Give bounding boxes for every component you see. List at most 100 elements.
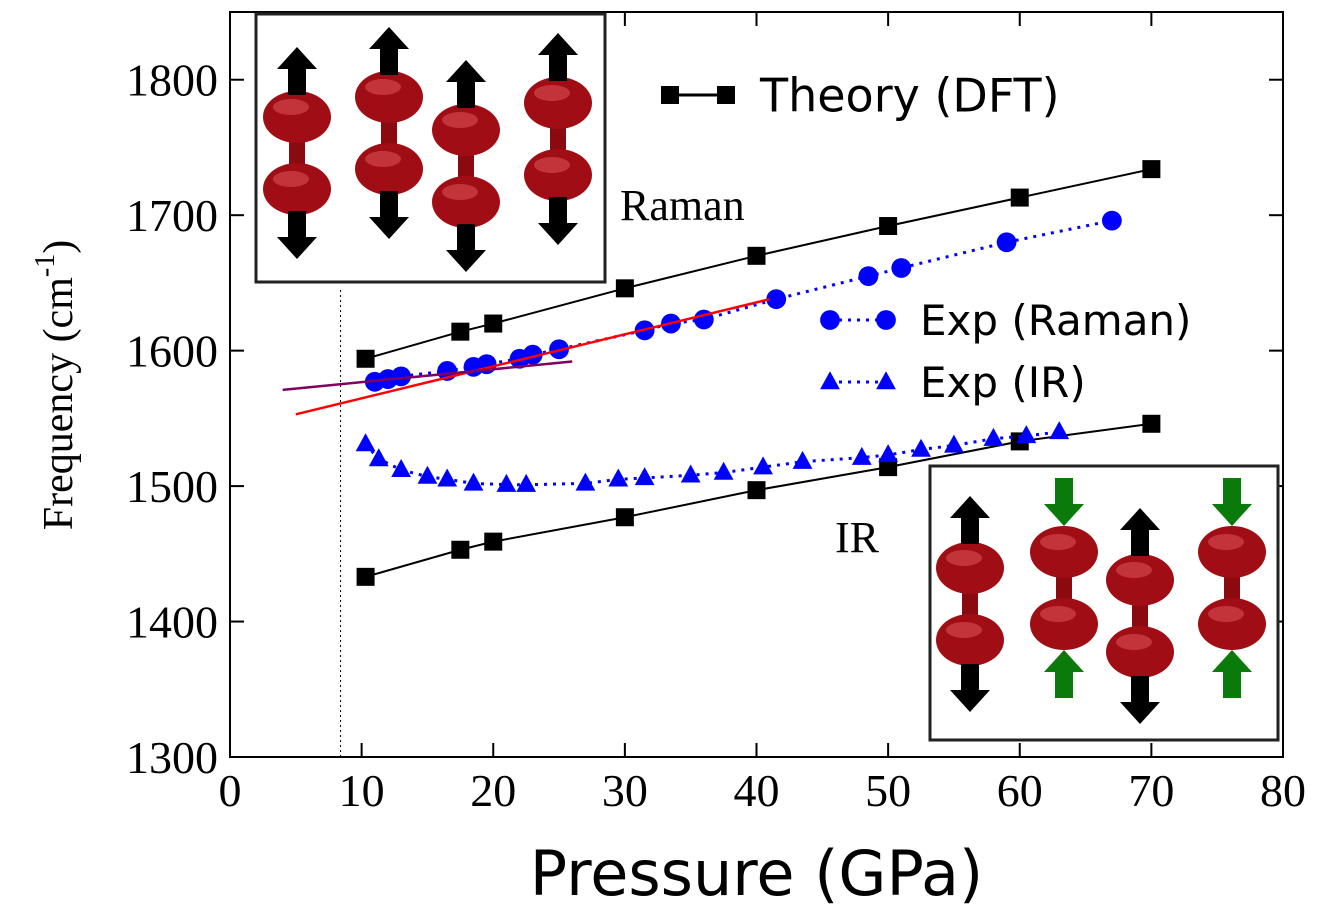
marker-square bbox=[356, 349, 375, 368]
marker-square bbox=[615, 508, 634, 527]
marker-square bbox=[1142, 160, 1161, 179]
marker-circle bbox=[858, 266, 879, 287]
arrow bbox=[369, 27, 409, 75]
marker-square bbox=[484, 532, 503, 551]
marker-circle bbox=[996, 232, 1017, 253]
y-axis-label-sup: -1 bbox=[30, 254, 61, 277]
marker-triangle bbox=[463, 472, 484, 491]
marker-circle bbox=[391, 366, 412, 387]
atom bbox=[432, 104, 500, 156]
marker-triangle bbox=[878, 444, 899, 463]
marker-square bbox=[356, 567, 375, 586]
y-tick-label: 1500 bbox=[126, 461, 218, 512]
atom-highlight bbox=[365, 79, 401, 95]
atom bbox=[355, 143, 423, 195]
arrow bbox=[1120, 676, 1160, 724]
atom bbox=[936, 542, 1004, 594]
atom-highlight bbox=[1040, 606, 1076, 622]
marker-triangle bbox=[911, 438, 931, 457]
atom-highlight bbox=[1116, 562, 1152, 578]
marker-circle bbox=[891, 258, 912, 278]
marker-triangle bbox=[575, 472, 596, 491]
marker-square bbox=[879, 458, 898, 477]
marker-square bbox=[1142, 414, 1161, 433]
atom-highlight bbox=[1208, 606, 1244, 622]
marker-triangle bbox=[1016, 425, 1037, 444]
x-tick-label: 80 bbox=[1260, 765, 1306, 816]
arrow bbox=[446, 60, 486, 108]
x-tick-label: 40 bbox=[734, 765, 780, 816]
marker-triangle bbox=[983, 427, 1004, 446]
atom bbox=[936, 614, 1004, 666]
marker-square bbox=[879, 217, 898, 236]
marker-square bbox=[1010, 188, 1029, 207]
marker-triangle bbox=[851, 446, 872, 465]
arrow bbox=[1212, 478, 1252, 526]
atom bbox=[1198, 526, 1266, 578]
marker-circle bbox=[522, 344, 543, 365]
atom-highlight bbox=[365, 151, 401, 167]
marker-triangle bbox=[944, 434, 964, 453]
marker-square bbox=[747, 246, 766, 265]
atom-highlight bbox=[1116, 634, 1152, 650]
atom bbox=[355, 71, 423, 123]
marker-triangle bbox=[713, 461, 734, 480]
atom-highlight bbox=[534, 85, 570, 101]
x-tick-label: 10 bbox=[339, 765, 385, 816]
y-axis-label: Frequency (cm-1) bbox=[30, 240, 82, 530]
atom bbox=[1198, 598, 1266, 650]
marker-circle bbox=[820, 310, 840, 330]
arrow bbox=[369, 191, 409, 239]
marker-triangle bbox=[792, 450, 813, 469]
x-axis-label: Pressure (GPa) bbox=[530, 837, 983, 910]
marker-triangle bbox=[355, 433, 376, 452]
atom-highlight bbox=[442, 184, 478, 200]
atom bbox=[1030, 526, 1098, 578]
x-tick-label: 50 bbox=[865, 765, 911, 816]
legend-label: Theory (DFT) bbox=[759, 69, 1060, 123]
atom-highlight bbox=[273, 99, 309, 115]
marker-triangle bbox=[496, 473, 517, 492]
marker-circle bbox=[876, 310, 896, 330]
marker-triangle bbox=[1049, 421, 1070, 440]
y-axis-label-text: Frequency (cm bbox=[36, 277, 82, 530]
arrow bbox=[538, 33, 578, 81]
x-tick-label: 20 bbox=[470, 765, 516, 816]
arrow bbox=[1044, 478, 1084, 526]
atom bbox=[1106, 626, 1174, 678]
x-tick-label: 60 bbox=[997, 765, 1043, 816]
arrow bbox=[1212, 650, 1252, 698]
atom-highlight bbox=[273, 171, 309, 187]
atom-highlight bbox=[534, 157, 570, 173]
atom bbox=[524, 149, 592, 201]
atom bbox=[1106, 554, 1174, 606]
arrow bbox=[277, 47, 317, 95]
x-tick-label: 30 bbox=[602, 765, 648, 816]
marker-triangle bbox=[437, 468, 458, 487]
marker-triangle bbox=[417, 465, 438, 484]
marker-triangle bbox=[876, 371, 896, 390]
marker-triangle bbox=[820, 371, 840, 390]
marker-square bbox=[451, 540, 470, 559]
legend-label: Exp (IR) bbox=[920, 358, 1086, 407]
arrow bbox=[277, 211, 317, 259]
marker-square bbox=[717, 86, 735, 104]
y-tick-label: 1600 bbox=[126, 326, 218, 377]
atom-highlight bbox=[946, 622, 982, 638]
y-tick-label: 1400 bbox=[126, 597, 218, 648]
marker-triangle bbox=[516, 473, 537, 492]
atom-highlight bbox=[1208, 534, 1244, 550]
y-tick-label: 1300 bbox=[126, 732, 218, 783]
atom bbox=[1030, 598, 1098, 650]
marker-triangle bbox=[608, 468, 629, 487]
marker-triangle bbox=[634, 467, 655, 486]
marker-square bbox=[484, 314, 503, 333]
atom-highlight bbox=[442, 112, 478, 128]
marker-square bbox=[747, 481, 766, 500]
atom-highlight bbox=[946, 550, 982, 566]
marker-circle bbox=[1101, 210, 1122, 231]
arrow bbox=[446, 224, 486, 272]
marker-circle bbox=[766, 289, 787, 310]
arrow bbox=[950, 664, 990, 712]
